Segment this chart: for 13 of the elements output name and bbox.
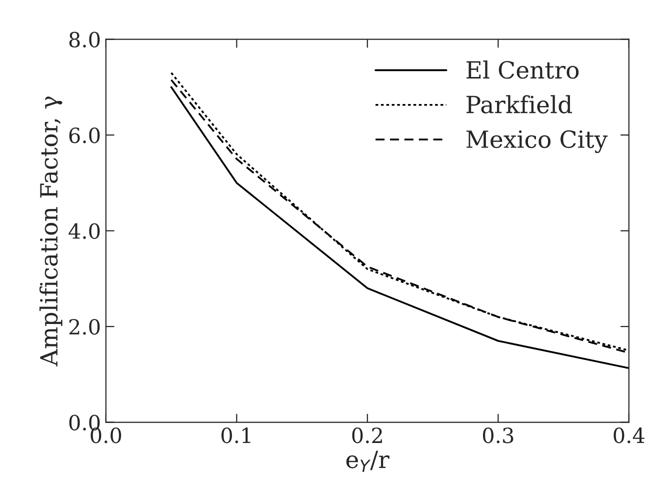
y-axis-title: Amplification Factor, γ bbox=[39, 96, 62, 366]
y-tick-label: 6.0 bbox=[69, 127, 100, 144]
y-tick-label: 4.0 bbox=[68, 223, 100, 239]
x-axis-title: e$_{Y}$/r bbox=[346, 450, 390, 472]
legend-label: Mexico City bbox=[466, 130, 608, 154]
x-tick-label: 0.4 bbox=[614, 427, 644, 444]
x-tick-label: 0.3 bbox=[482, 427, 514, 444]
y-tick-label: 2.0 bbox=[69, 318, 100, 335]
x-tick-label: 0.2 bbox=[352, 427, 382, 444]
legend-label: Parkfield bbox=[466, 95, 572, 114]
x-tick-label: 0.1 bbox=[221, 427, 250, 444]
legend-label: El Centro bbox=[466, 60, 579, 79]
y-tick-label: 8.0 bbox=[69, 32, 100, 48]
